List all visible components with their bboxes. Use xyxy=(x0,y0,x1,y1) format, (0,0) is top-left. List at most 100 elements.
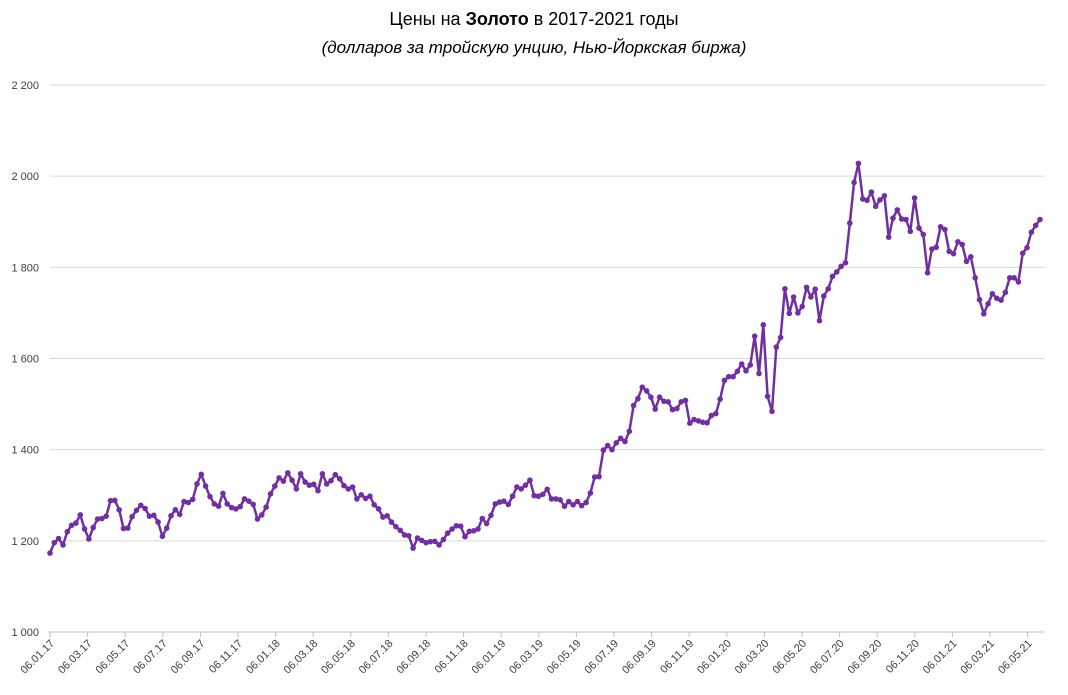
data-point xyxy=(708,412,715,419)
data-point xyxy=(47,550,53,556)
data-point xyxy=(419,537,425,544)
data-point xyxy=(635,395,641,402)
data-point xyxy=(159,533,166,540)
y-tick-label: 1 200 xyxy=(11,536,39,548)
y-gridlines xyxy=(50,84,1045,633)
data-point xyxy=(289,477,295,484)
x-axis xyxy=(48,631,1045,637)
data-point xyxy=(578,502,585,509)
chart-title: Цены на Золото в 2017-2021 годы xyxy=(0,9,1068,30)
data-point xyxy=(501,498,507,505)
data-point xyxy=(436,542,442,548)
data-point xyxy=(427,538,434,545)
data-point xyxy=(946,248,952,255)
x-tick-label: 06.05.17 xyxy=(94,638,133,677)
data-point xyxy=(855,160,862,167)
y-axis-labels: 1 000 1 200 1 400 1 600 1 800 2 000 2 200 xyxy=(11,80,39,639)
data-point xyxy=(955,239,961,245)
data-point xyxy=(648,394,654,401)
series-data-points xyxy=(47,160,1043,556)
data-point xyxy=(453,523,460,529)
data-point xyxy=(769,408,775,415)
data-point xyxy=(211,501,218,507)
data-point xyxy=(138,502,144,509)
data-point xyxy=(51,539,58,546)
data-point xyxy=(367,493,373,500)
data-point xyxy=(937,224,944,230)
data-point xyxy=(492,501,499,507)
data-point xyxy=(669,406,676,413)
data-point xyxy=(432,538,438,545)
data-point xyxy=(375,506,382,512)
data-point xyxy=(981,311,987,317)
data-point xyxy=(760,322,767,328)
x-tick-label: 06.09.17 xyxy=(169,638,208,677)
data-point xyxy=(587,490,594,496)
data-point xyxy=(665,399,671,405)
data-point xyxy=(864,197,870,204)
x-tick-label: 06.07.19 xyxy=(582,638,621,677)
data-point xyxy=(328,477,334,484)
data-point xyxy=(388,519,395,525)
data-point xyxy=(77,512,84,518)
x-tick-label: 06.11.20 xyxy=(884,638,922,676)
data-point xyxy=(319,471,326,477)
data-point xyxy=(916,225,922,231)
data-point xyxy=(782,286,788,292)
data-point xyxy=(250,501,256,508)
data-point xyxy=(1024,244,1030,251)
data-point xyxy=(73,520,79,526)
x-tick-label: 06.05.19 xyxy=(545,638,584,677)
x-tick-label: 06.01.18 xyxy=(244,638,283,677)
data-point xyxy=(449,526,455,532)
data-point xyxy=(120,525,127,532)
data-point xyxy=(336,476,343,482)
data-point xyxy=(272,483,278,489)
data-point xyxy=(1011,275,1017,281)
data-point xyxy=(626,428,633,435)
data-point xyxy=(600,447,607,453)
data-point xyxy=(847,220,853,226)
data-point xyxy=(751,333,758,340)
data-point xyxy=(885,234,892,240)
y-tick-label: 2 000 xyxy=(11,171,39,183)
data-point xyxy=(90,524,96,531)
data-point xyxy=(743,368,749,374)
data-point xyxy=(176,511,183,518)
data-point xyxy=(851,179,857,186)
data-point xyxy=(401,532,408,538)
data-point xyxy=(617,435,624,442)
data-point xyxy=(198,471,205,478)
data-point xyxy=(444,530,451,536)
data-point xyxy=(553,496,559,502)
data-point xyxy=(384,513,391,519)
x-tick-label: 06.01.20 xyxy=(695,638,734,677)
data-point xyxy=(345,486,352,492)
data-point xyxy=(285,470,291,476)
data-point xyxy=(674,405,680,412)
data-point xyxy=(1037,216,1043,223)
data-point xyxy=(103,513,109,519)
data-point xyxy=(816,317,823,324)
data-point xyxy=(570,502,576,508)
y-tick-label: 1 000 xyxy=(11,627,39,639)
x-tick-label: 06.03.18 xyxy=(282,638,321,677)
data-point xyxy=(678,399,684,405)
data-point xyxy=(959,241,965,248)
data-point xyxy=(972,275,978,281)
data-point xyxy=(838,263,844,270)
data-point xyxy=(302,479,308,485)
data-point xyxy=(224,501,230,507)
data-point xyxy=(829,273,836,280)
data-point xyxy=(410,545,416,551)
title-bold-word: Золото xyxy=(465,9,529,29)
x-tick-label: 06.05.18 xyxy=(319,638,358,677)
data-point xyxy=(470,528,477,534)
data-point xyxy=(933,244,939,251)
x-tick-label: 06.05.20 xyxy=(770,638,809,677)
data-point xyxy=(894,207,901,213)
data-point xyxy=(860,196,866,202)
data-point xyxy=(194,481,200,487)
data-point xyxy=(877,197,883,203)
data-point xyxy=(215,503,222,510)
